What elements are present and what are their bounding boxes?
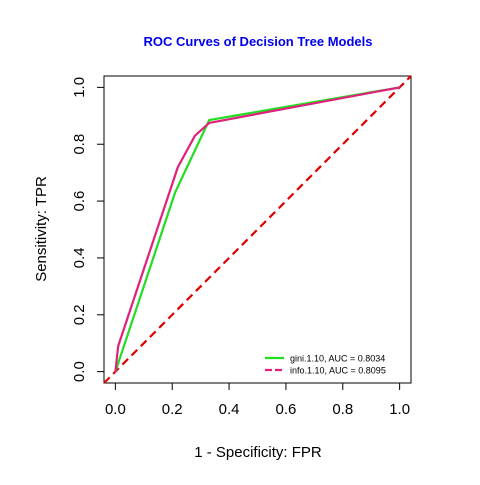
- y-tick-label: 0.2: [71, 304, 88, 325]
- legend-label-gini-1-10: gini.1.10, AUC = 0.8034: [290, 354, 385, 364]
- x-tick-label: 0.6: [275, 401, 296, 418]
- y-axis-label: Sensitivity: TPR: [33, 176, 50, 282]
- series-line-info-1-10: [114, 86, 401, 373]
- chart-title: ROC Curves of Decision Tree Models: [143, 34, 372, 49]
- x-tick-label: 0.4: [219, 401, 240, 418]
- x-tick-label: 0.0: [105, 401, 126, 418]
- y-tick-label: 1.0: [71, 77, 88, 98]
- x-axis: 0.0 0.2 0.4 0.6 0.8 1.0: [105, 382, 410, 418]
- legend-label-info-1-10: info.1.10, AUC = 0.8095: [290, 366, 386, 376]
- x-axis-label: 1 - Specificity: FPR: [194, 444, 322, 461]
- y-tick-label: 0.0: [71, 361, 88, 382]
- x-tick-label: 0.2: [162, 401, 183, 418]
- y-tick-label: 0.4: [71, 247, 88, 268]
- x-tick-label: 0.8: [332, 401, 353, 418]
- legend: gini.1.10, AUC = 0.8034 info.1.10, AUC = …: [265, 354, 386, 376]
- reference-diagonal-line: [103, 75, 412, 384]
- plot-lines: [103, 75, 412, 384]
- x-tick-label: 1.0: [389, 401, 410, 418]
- series-line-gini-1-10: [114, 86, 401, 373]
- y-axis: 0.0 0.2 0.4 0.6 0.8 1.0: [71, 77, 105, 382]
- y-tick-label: 0.8: [71, 134, 88, 155]
- y-tick-label: 0.6: [71, 191, 88, 212]
